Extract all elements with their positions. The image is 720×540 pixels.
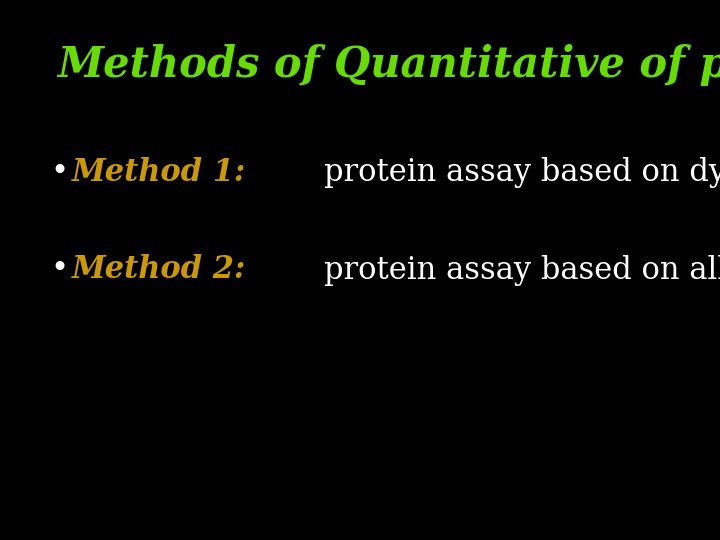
- Text: Methods of Quantitative of protein: Methods of Quantitative of protein: [58, 44, 720, 86]
- Text: Method 1:: Method 1:: [72, 157, 268, 188]
- Text: Method 2:: Method 2:: [72, 254, 268, 286]
- Text: •: •: [50, 157, 68, 188]
- Text: •: •: [50, 254, 68, 286]
- Text: protein assay based on alkaline copper: protein assay based on alkaline copper: [324, 254, 720, 286]
- Text: protein assay based on dye binding assay: protein assay based on dye binding assay: [324, 157, 720, 188]
